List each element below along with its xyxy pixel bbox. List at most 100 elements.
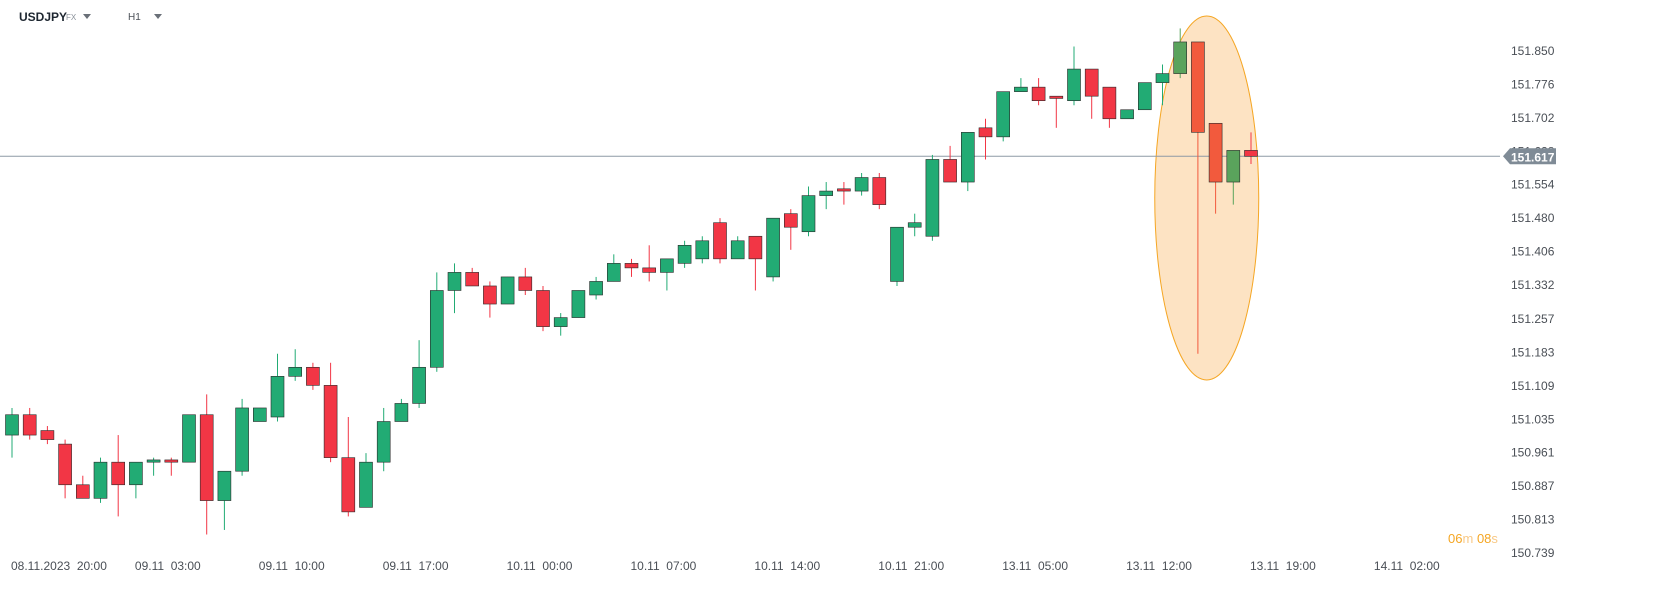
candle-body bbox=[253, 407, 267, 422]
candle-body bbox=[376, 421, 391, 463]
candle-body bbox=[5, 414, 19, 436]
y-tick-label: 151.776 bbox=[1511, 77, 1555, 91]
x-tick-label: 10.11 21:00 bbox=[878, 559, 944, 573]
candle-body bbox=[164, 459, 179, 463]
countdown-seconds-unit: s bbox=[1491, 531, 1498, 546]
candle-body bbox=[677, 244, 692, 264]
y-tick-label: 151.109 bbox=[1511, 379, 1555, 393]
candle-body bbox=[872, 177, 887, 205]
candle-body bbox=[1173, 41, 1187, 74]
candle-body bbox=[323, 385, 338, 458]
y-tick-label: 151.406 bbox=[1511, 245, 1555, 259]
candle-body bbox=[288, 366, 303, 377]
candle-body bbox=[93, 461, 108, 499]
candle-body bbox=[1244, 150, 1258, 157]
candle-body bbox=[341, 457, 356, 513]
candle-body bbox=[536, 290, 550, 327]
candle-body bbox=[642, 267, 657, 273]
candle-body bbox=[182, 414, 196, 463]
candle-body bbox=[270, 376, 285, 418]
countdown-seconds: 08 bbox=[1476, 531, 1492, 546]
candle-body bbox=[235, 407, 249, 472]
y-tick-label: 151.257 bbox=[1511, 312, 1555, 326]
candle-body bbox=[1084, 68, 1099, 97]
candle-body bbox=[1226, 150, 1241, 183]
candle-body bbox=[837, 188, 851, 192]
x-tick-label: 09.11 03:00 bbox=[135, 559, 201, 573]
x-tick-label: 10.11 14:00 bbox=[754, 559, 820, 573]
candle-body bbox=[890, 226, 904, 282]
highlight-ellipse bbox=[1154, 15, 1260, 381]
candle-body bbox=[1031, 86, 1046, 102]
y-tick-label: 150.961 bbox=[1511, 446, 1555, 460]
candle-body bbox=[1155, 73, 1170, 83]
candle-body bbox=[1191, 41, 1205, 133]
chevron-down-icon[interactable] bbox=[83, 14, 91, 19]
candle-body bbox=[483, 285, 497, 305]
candle-body bbox=[1208, 122, 1223, 183]
y-tick-label: 150.813 bbox=[1511, 513, 1555, 527]
candle-body bbox=[394, 403, 409, 422]
current-price-tag bbox=[1503, 148, 1556, 165]
candle-body bbox=[695, 240, 710, 260]
candle-body bbox=[713, 222, 727, 260]
candle-body bbox=[199, 414, 214, 501]
y-tick-label: 150.739 bbox=[1511, 546, 1555, 560]
candle-body bbox=[943, 159, 957, 183]
candle-body bbox=[306, 366, 320, 386]
candle-body bbox=[359, 461, 373, 508]
candle-body bbox=[1014, 86, 1028, 92]
y-tick-label: 151.183 bbox=[1511, 345, 1555, 359]
x-tick-label: 13.11 12:00 bbox=[1126, 559, 1192, 573]
candle-body bbox=[960, 132, 975, 183]
candle-body bbox=[429, 290, 444, 368]
candle-body bbox=[978, 127, 993, 138]
candle-countdown: 06m 08s bbox=[1448, 531, 1498, 546]
candle-body bbox=[465, 272, 480, 287]
candle-body bbox=[854, 177, 869, 192]
candle-body bbox=[730, 240, 745, 260]
y-tick-label: 151.702 bbox=[1511, 111, 1555, 125]
candle-body bbox=[783, 213, 798, 228]
candle-body bbox=[146, 459, 161, 463]
x-tick-label: 10.11 00:00 bbox=[507, 559, 573, 573]
x-tick-label: 09.11 17:00 bbox=[383, 559, 449, 573]
y-tick-label: 150.887 bbox=[1511, 479, 1555, 493]
chevron-down-icon[interactable] bbox=[154, 14, 162, 19]
candle-body bbox=[996, 91, 1011, 138]
y-tick-label: 151.332 bbox=[1511, 278, 1555, 292]
y-tick-label: 151.035 bbox=[1511, 412, 1555, 426]
candle-body bbox=[766, 217, 780, 278]
candle-body bbox=[412, 366, 426, 404]
candle-body bbox=[22, 414, 37, 436]
candle-body bbox=[1102, 86, 1117, 120]
candle-body bbox=[553, 317, 568, 327]
market-badge: FX bbox=[66, 13, 77, 22]
candle-body bbox=[606, 263, 621, 282]
countdown-minutes-unit: m bbox=[1462, 531, 1474, 546]
candle-body bbox=[76, 484, 90, 499]
candle-body bbox=[111, 461, 125, 486]
candle-body bbox=[447, 272, 462, 291]
y-tick-label: 151.850 bbox=[1511, 44, 1555, 58]
x-tick-label: 13.11 19:00 bbox=[1250, 559, 1316, 573]
timeframe-selector[interactable]: H1 bbox=[128, 12, 141, 23]
y-tick-label: 151.554 bbox=[1511, 178, 1555, 192]
candle-body bbox=[129, 461, 143, 486]
candle-body bbox=[217, 470, 232, 501]
candle-body bbox=[1049, 95, 1064, 99]
x-tick-label: 10.11 07:00 bbox=[631, 559, 697, 573]
candle-body bbox=[624, 263, 639, 269]
symbol-selector[interactable]: USDJPY bbox=[19, 10, 68, 24]
x-tick-label: 14.11 02:00 bbox=[1374, 559, 1440, 573]
countdown-minutes: 06 bbox=[1448, 531, 1463, 546]
candle-body bbox=[819, 190, 834, 196]
candle-body bbox=[58, 443, 72, 486]
candle-body bbox=[1120, 109, 1134, 120]
candle-body bbox=[518, 276, 533, 291]
candle-body bbox=[801, 195, 816, 233]
x-tick-label: 09.11 10:00 bbox=[259, 559, 325, 573]
x-tick-label: 08.11.2023 20:00 bbox=[11, 559, 107, 573]
candle-body bbox=[571, 290, 586, 318]
